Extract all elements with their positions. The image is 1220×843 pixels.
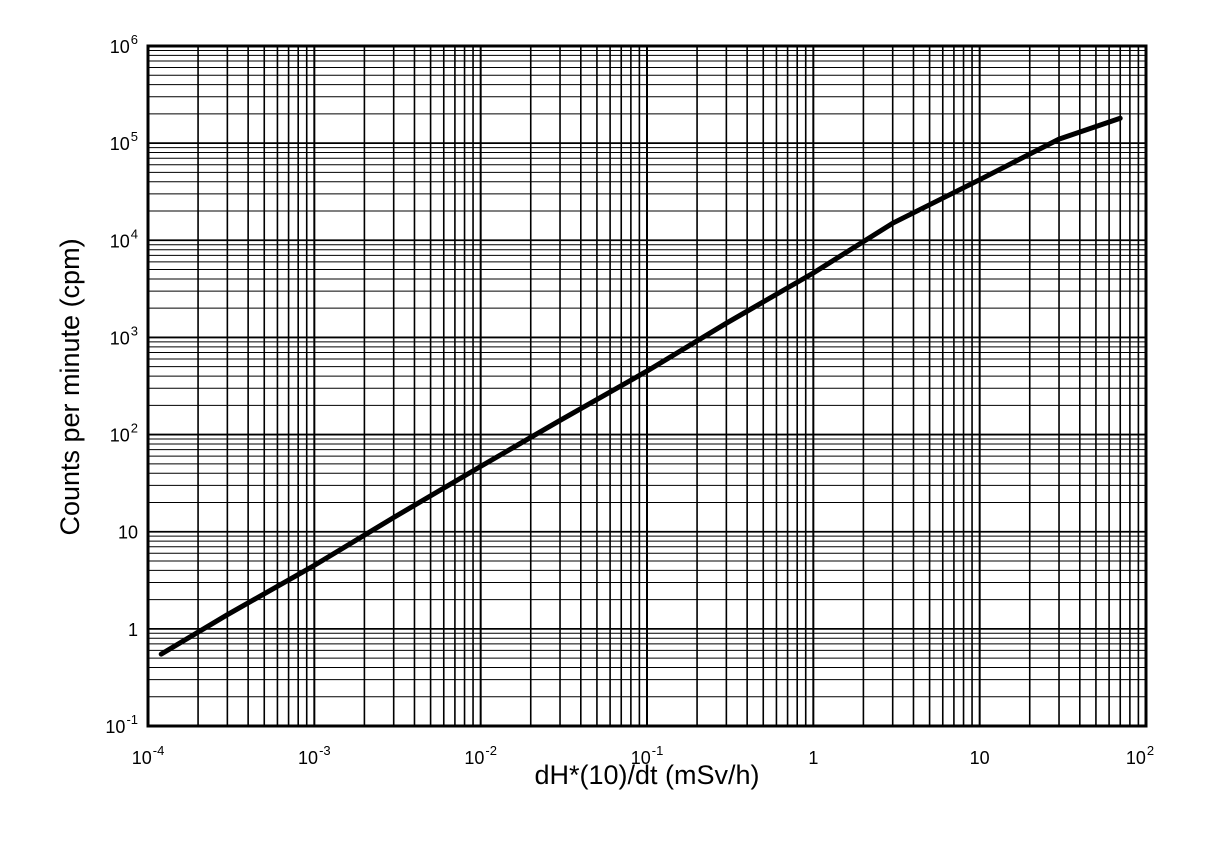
y-tick-exponent: 2 [131,421,138,436]
x-tick-base: 10 [464,748,484,768]
x-tick-labels: 10-4 10-3 10-2 10-1 1 10 102 [132,743,1154,768]
y-tick-base: 10 [110,328,130,348]
x-tick-exponent: -3 [319,743,331,758]
x-tick-label: 1 [808,748,818,768]
y-tick-label: 102 [110,421,138,446]
y-tick-base: 10 [105,717,125,737]
y-tick-exponent: 5 [131,129,138,144]
y-tick-label: 10 [118,523,138,543]
series-line [158,115,1123,657]
y-tick-exponent: -1 [126,712,138,727]
x-tick-label: 10-2 [464,743,497,768]
y-tick-exponent: 6 [131,32,138,47]
y-tick-base: 1 [128,620,138,640]
x-tick-label: 10-3 [298,743,331,768]
x-tick-label: 10-4 [132,743,165,768]
x-tick-base: 10 [298,748,318,768]
x-tick-base: 10 [132,748,152,768]
y-tick-exponent: 3 [131,323,138,338]
y-tick-label: 104 [110,226,138,251]
x-tick-base: 10 [970,748,990,768]
y-tick-base: 10 [118,523,138,543]
y-tick-label: 106 [110,32,138,57]
y-tick-base: 10 [110,231,130,251]
y-tick-base: 10 [110,134,130,154]
y-tick-label: 105 [110,129,138,154]
x-tick-label: 102 [1126,743,1154,768]
plot-frame [146,44,1148,728]
y-tick-label: 10-1 [105,712,138,737]
grid [147,46,1146,727]
x-tick-exponent: 2 [1147,743,1154,758]
x-tick-base: 10 [631,748,651,768]
y-tick-label: 1 [128,620,138,640]
y-tick-base: 10 [110,426,130,446]
y-tick-label: 103 [110,323,138,348]
x-tick-exponent: -2 [485,743,497,758]
x-tick-exponent: -1 [652,743,664,758]
y-axis-label: Counts per minute (cpm) [55,238,85,535]
x-tick-base: 1 [808,748,818,768]
y-tick-base: 10 [110,37,130,57]
x-tick-label: 10-1 [631,743,664,768]
x-tick-base: 10 [1126,748,1146,768]
y-tick-exponent: 4 [131,226,138,241]
x-axis-label: dH*(10)/dt (mSv/h) [534,760,759,790]
x-tick-label: 10 [970,748,990,768]
x-tick-exponent: -4 [153,743,165,758]
